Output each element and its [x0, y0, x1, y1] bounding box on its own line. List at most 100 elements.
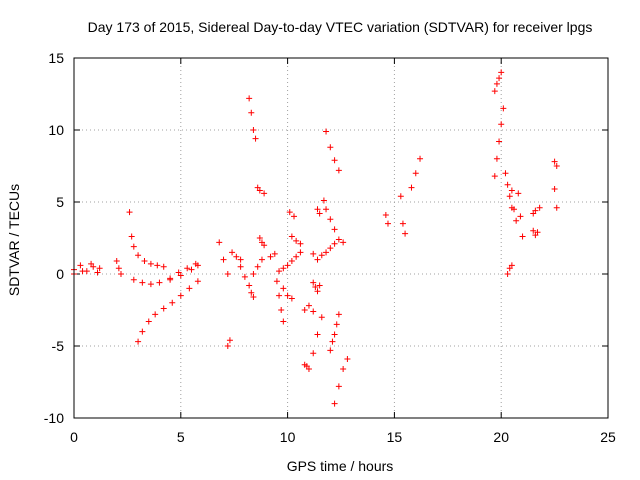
- data-track: [273, 278, 287, 325]
- data-point: [233, 253, 240, 260]
- data-point: [276, 292, 283, 299]
- data-point: [224, 343, 231, 349]
- data-point: [130, 243, 137, 250]
- data-point: [331, 240, 338, 247]
- data-point: [327, 347, 334, 354]
- data-track: [314, 206, 323, 217]
- data-point: [115, 265, 122, 272]
- data-point: [278, 307, 285, 313]
- data-point: [237, 263, 244, 270]
- data-point: [551, 158, 558, 165]
- data-point: [224, 271, 231, 277]
- data-point: [323, 206, 330, 213]
- data-point: [517, 213, 524, 220]
- data-point: [288, 295, 295, 302]
- data-point: [216, 239, 223, 246]
- data-point: [237, 256, 244, 263]
- y-tick-label: 5: [56, 194, 64, 210]
- data-track: [250, 256, 265, 277]
- data-point: [310, 308, 317, 315]
- data-point: [335, 167, 342, 174]
- data-point: [536, 204, 543, 211]
- data-point: [333, 321, 340, 328]
- data-point: [194, 278, 201, 285]
- data-track: [276, 249, 304, 275]
- data-track: [224, 337, 233, 349]
- data-point: [314, 288, 321, 295]
- data-point: [258, 256, 265, 263]
- data-point: [135, 252, 142, 259]
- data-point: [147, 260, 154, 267]
- data-point: [88, 260, 95, 267]
- data-track: [320, 197, 338, 233]
- x-tick-label: 5: [177, 429, 185, 445]
- data-point: [301, 307, 308, 313]
- x-tick-label: 25: [600, 429, 616, 445]
- data-track: [305, 314, 325, 373]
- x-tick-label: 20: [493, 429, 509, 445]
- data-point: [329, 338, 336, 345]
- data-track: [246, 282, 257, 301]
- data-point: [397, 193, 404, 200]
- data-point: [519, 233, 526, 240]
- data-track: [551, 186, 560, 211]
- data-point: [229, 249, 236, 256]
- data-track: [397, 193, 409, 237]
- data-point: [139, 328, 146, 335]
- data-point: [500, 105, 507, 112]
- data-point: [261, 242, 268, 249]
- data-point: [186, 285, 193, 292]
- data-point: [340, 239, 347, 246]
- data-track: [323, 236, 347, 256]
- y-tick-label: 0: [56, 266, 64, 282]
- data-point: [293, 237, 300, 244]
- data-point: [506, 193, 513, 200]
- data-point: [261, 190, 268, 197]
- data-point: [335, 383, 342, 390]
- data-point: [515, 190, 522, 197]
- x-tick-label: 15: [387, 429, 403, 445]
- data-point: [318, 314, 325, 321]
- data-track: [331, 355, 351, 407]
- data-point: [493, 80, 500, 87]
- data-point: [280, 318, 287, 325]
- data-point: [331, 157, 338, 164]
- data-point: [297, 249, 304, 256]
- data-point: [280, 285, 287, 292]
- data-point: [498, 69, 505, 76]
- data-point: [139, 279, 146, 286]
- data-track: [301, 302, 317, 315]
- data-point: [256, 187, 263, 194]
- data-track: [551, 158, 560, 169]
- data-point: [291, 213, 298, 220]
- data-point: [417, 155, 424, 162]
- data-point: [192, 260, 199, 267]
- data-point: [177, 292, 184, 299]
- data-point: [156, 279, 163, 286]
- data-point: [382, 211, 389, 218]
- x-tick-label: 10: [280, 429, 296, 445]
- data-point: [96, 265, 103, 272]
- data-point: [246, 282, 253, 289]
- data-track: [491, 69, 505, 95]
- plot-frame: [73, 57, 609, 419]
- data-track: [382, 211, 391, 227]
- data-point: [399, 220, 406, 227]
- y-tick-label: -5: [52, 338, 65, 354]
- data-point: [248, 289, 255, 296]
- data-point: [286, 209, 293, 216]
- data-point: [276, 268, 283, 275]
- grid-layer: [74, 58, 608, 418]
- data-track: [229, 249, 244, 263]
- data-point: [408, 184, 415, 191]
- data-point: [248, 109, 255, 116]
- data-point: [152, 311, 159, 318]
- data-point: [314, 331, 321, 338]
- data-point: [551, 186, 558, 193]
- data-track: [491, 105, 507, 180]
- data-point: [340, 366, 347, 373]
- data-point: [491, 173, 498, 180]
- data-point: [320, 197, 327, 204]
- data-track: [508, 187, 520, 224]
- data-point: [384, 220, 391, 227]
